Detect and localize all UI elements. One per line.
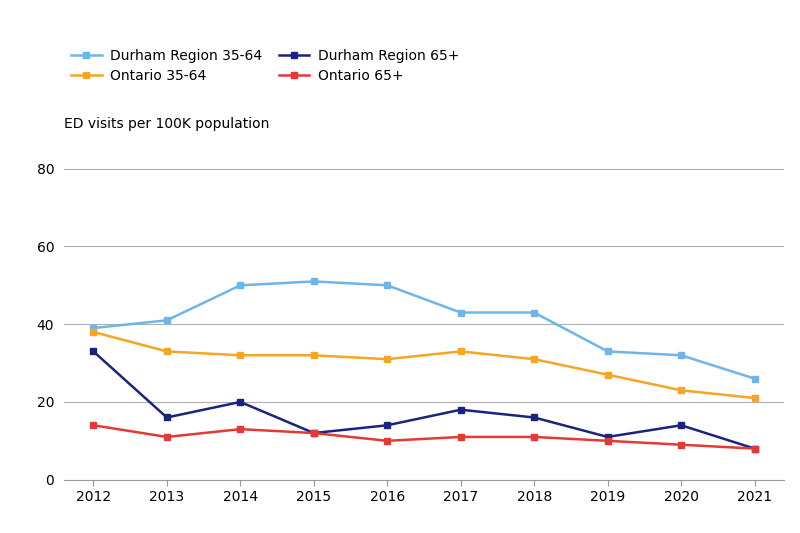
Legend: Durham Region 35-64, Ontario 35-64, Durham Region 65+, Ontario 65+: Durham Region 35-64, Ontario 35-64, Durh… <box>71 49 459 83</box>
Text: ED visits per 100K population: ED visits per 100K population <box>64 117 270 131</box>
